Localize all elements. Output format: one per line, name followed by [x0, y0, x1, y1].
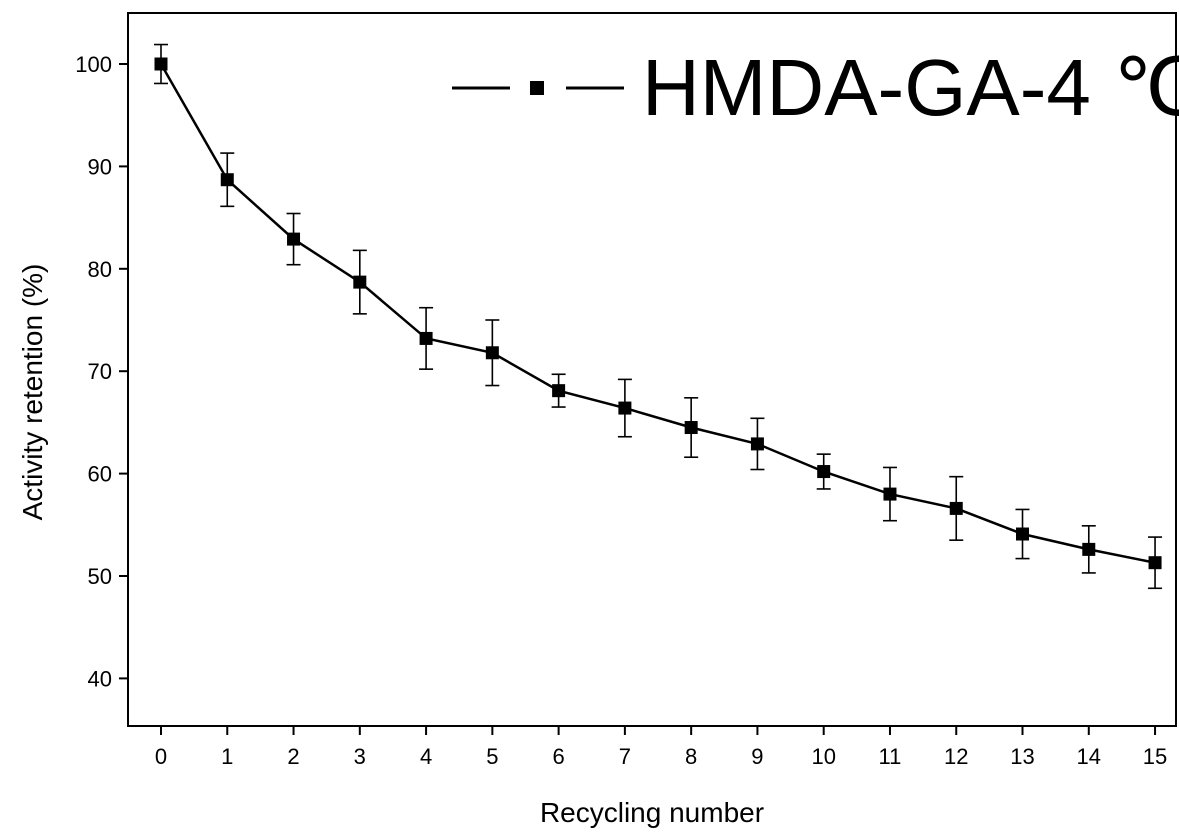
data-point	[949, 501, 963, 515]
x-tick-label: 6	[552, 744, 564, 769]
y-tick-label: 70	[88, 359, 112, 384]
data-point	[883, 487, 897, 501]
data-point	[750, 437, 764, 451]
x-tick-label: 8	[685, 744, 697, 769]
data-point	[817, 465, 831, 479]
x-tick-label: 9	[751, 744, 763, 769]
x-tick-label: 4	[420, 744, 432, 769]
data-point	[485, 346, 499, 360]
y-tick-label: 90	[88, 154, 112, 179]
data-point	[353, 275, 367, 289]
data-point	[1082, 542, 1096, 556]
legend-label: HMDA-GA-4 ℃	[642, 43, 1179, 132]
data-point	[684, 421, 698, 435]
y-tick-label: 100	[75, 52, 112, 77]
plot-frame	[127, 12, 1177, 727]
y-axis-title: Activity retention (%)	[17, 264, 48, 521]
x-tick-label: 1	[221, 744, 233, 769]
data-point	[220, 173, 234, 187]
x-tick-label: 5	[486, 744, 498, 769]
y-axis-ticks: 40 50 60 70 80 90 100	[75, 52, 128, 691]
legend: HMDA-GA-4 ℃	[452, 43, 1179, 132]
x-tick-label: 13	[1010, 744, 1034, 769]
x-tick-label: 12	[944, 744, 968, 769]
data-point	[287, 232, 301, 246]
x-axis-ticks: 0 1 2 3 4 5 6 7 8 9 10 11 12 13 14 15	[155, 726, 1167, 769]
data-point	[154, 57, 168, 71]
y-tick-label: 60	[88, 462, 112, 487]
x-axis-title: Recycling number	[540, 797, 764, 828]
legend-marker	[530, 81, 544, 95]
data-point	[419, 331, 433, 345]
x-tick-label: 14	[1077, 744, 1101, 769]
x-tick-label: 0	[155, 744, 167, 769]
series-layer	[154, 43, 1163, 590]
series-line	[159, 63, 1156, 564]
data-point	[618, 401, 632, 415]
data-point	[1148, 556, 1162, 570]
y-tick-label: 40	[88, 666, 112, 691]
x-tick-label: 15	[1143, 744, 1167, 769]
x-tick-label: 10	[811, 744, 835, 769]
data-point	[1016, 527, 1030, 541]
x-tick-label: 2	[287, 744, 299, 769]
x-tick-label: 11	[879, 744, 902, 769]
data-point	[552, 384, 566, 398]
x-tick-label: 7	[619, 744, 631, 769]
x-tick-label: 3	[354, 744, 366, 769]
y-tick-label: 50	[88, 564, 112, 589]
y-tick-label: 80	[88, 257, 112, 282]
